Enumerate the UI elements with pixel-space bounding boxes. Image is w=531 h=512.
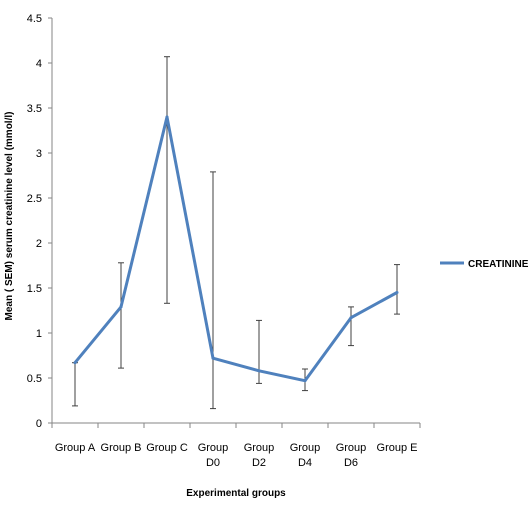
data-point <box>119 305 123 309</box>
x-tick-label: Group D2 <box>244 442 275 469</box>
y-axis-title: Mean ( SEM) serum creatinine level (mmol… <box>4 112 15 321</box>
data-point <box>73 361 77 365</box>
x-tick-labels: Group A Group B Group C Group D0 Group D2 Group… <box>55 442 418 469</box>
y-tick-label: 4 <box>36 58 42 70</box>
x-tick-label: Group C <box>146 442 188 454</box>
error-bars <box>72 56 400 410</box>
x-axis-title: Experimental groups <box>186 488 286 499</box>
legend-label: CREATININE <box>468 259 529 270</box>
data-point <box>349 316 353 320</box>
legend: CREATININE <box>440 259 529 270</box>
x-tick-label: Group D0 <box>198 442 229 469</box>
data-point <box>257 369 261 373</box>
y-tick-label: 1.5 <box>27 283 42 295</box>
y-tick-labels: 0 0.5 1 1.5 2 2.5 3 3.5 4 4.5 <box>27 13 42 430</box>
y-tick-label: 3.5 <box>27 103 42 115</box>
data-point <box>395 291 399 294</box>
data-point <box>211 356 215 360</box>
x-tick-label: Group D6 <box>336 442 367 469</box>
axes <box>48 17 421 428</box>
data-point <box>303 379 307 383</box>
x-tick-label: Group B <box>101 442 142 454</box>
y-tick-label: 1 <box>36 328 42 340</box>
series-line-creatinine <box>73 115 398 383</box>
y-tick-label: 4.5 <box>27 13 42 25</box>
x-tick-label: Group A <box>55 442 96 454</box>
y-tick-label: 2 <box>36 238 42 250</box>
y-tick-label: 0 <box>36 418 42 430</box>
y-tick-label: 3 <box>36 148 42 160</box>
x-tick-label: Group D4 <box>290 442 321 469</box>
y-tick-label: 0.5 <box>27 373 42 385</box>
y-tick-label: 2.5 <box>27 193 42 205</box>
data-point <box>165 115 169 119</box>
series-lines <box>73 115 399 383</box>
x-tick-label: Group E <box>377 442 418 454</box>
